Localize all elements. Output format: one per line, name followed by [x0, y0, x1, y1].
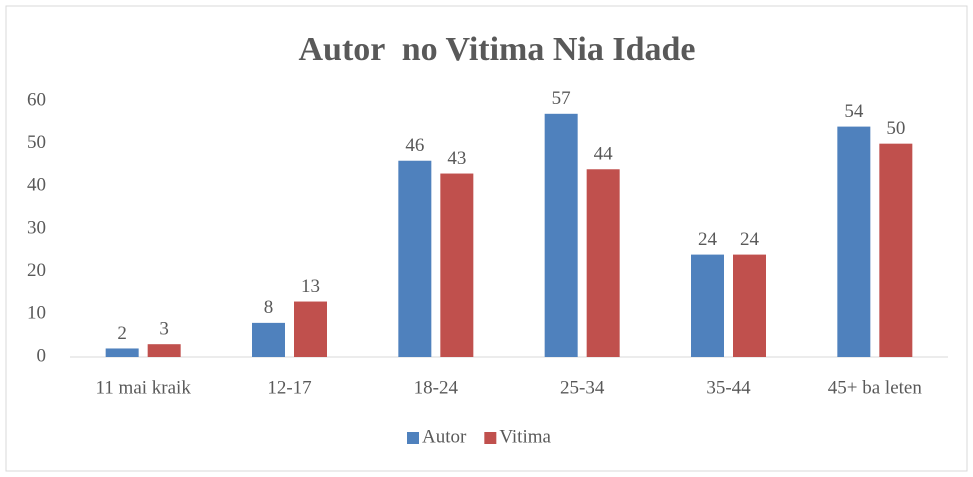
data-label: 24: [698, 229, 718, 250]
data-label: 3: [159, 319, 169, 340]
bar: [733, 254, 766, 357]
bar: [440, 173, 474, 357]
legend-swatch: [484, 432, 497, 444]
x-tick-label: 18-24: [414, 377, 459, 398]
bar: [252, 322, 285, 357]
bar: [586, 169, 620, 357]
data-label: 8: [264, 297, 274, 318]
y-tick-label: 50: [27, 132, 46, 153]
y-tick-label: 0: [37, 345, 47, 366]
data-label: 43: [447, 148, 466, 169]
data-label: 2: [117, 323, 127, 344]
bar: [544, 113, 578, 357]
y-tick-label: 60: [27, 89, 46, 110]
y-tick-label: 30: [27, 217, 46, 238]
data-label: 50: [886, 118, 905, 139]
x-tick-label: 35-44: [706, 377, 751, 398]
x-tick-label: 11 mai kraik: [96, 377, 192, 398]
chart-title: Autor no Vitima Nia Idade: [298, 31, 695, 68]
data-label: 54: [844, 101, 864, 122]
data-label: 44: [594, 144, 614, 165]
data-label: 46: [405, 135, 424, 156]
y-tick-label: 40: [27, 175, 46, 196]
bar: [837, 126, 871, 357]
data-label: 13: [301, 276, 320, 297]
chart-border: [5, 5, 968, 472]
data-label: 57: [552, 88, 571, 109]
x-tick-label: 45+ ba leten: [828, 377, 923, 398]
bar: [147, 344, 181, 357]
legend-swatch: [407, 432, 419, 444]
legend-label: Autor: [422, 426, 467, 447]
x-tick-label: 12-17: [267, 377, 311, 398]
bar: [398, 160, 432, 357]
bar: [105, 348, 139, 357]
x-tick-label: 25-34: [560, 377, 605, 398]
bar: [691, 254, 724, 357]
y-tick-label: 20: [27, 260, 46, 281]
data-label: 24: [740, 229, 760, 250]
bar: [879, 143, 913, 357]
bar: [294, 301, 327, 357]
y-tick-label: 10: [27, 303, 46, 324]
legend-label: Vitima: [499, 426, 551, 447]
